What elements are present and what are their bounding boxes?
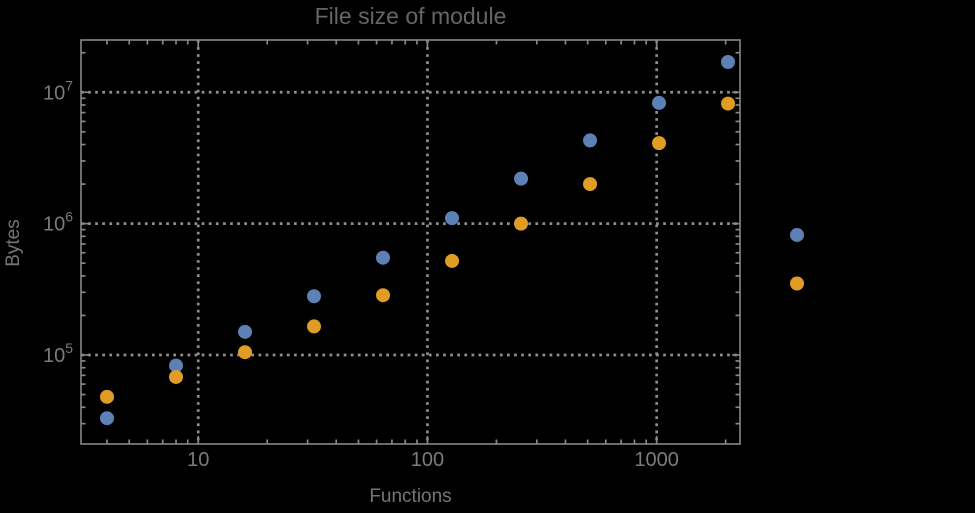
data-point-series-1-blue: [238, 324, 253, 339]
data-point-series-2-orange: [583, 177, 598, 192]
x-axis-label: Functions: [369, 486, 452, 507]
data-point-series-1-blue: [376, 250, 391, 265]
data-point-series-2-orange: [100, 389, 115, 404]
data-point-series-1-blue: [307, 289, 322, 304]
x-tick-label: 1000: [634, 449, 679, 471]
data-point-series-2-orange: [790, 276, 805, 291]
plot-frame: [80, 39, 741, 445]
data-point-series-2-orange: [238, 345, 253, 360]
x-tick-label: 10: [187, 449, 209, 471]
data-point-series-1-blue: [583, 133, 598, 148]
chart-title: File size of module: [314, 3, 507, 29]
y-tick-label: 107: [43, 77, 73, 104]
data-point-series-2-orange: [445, 253, 460, 268]
y-axis-label: Bytes: [3, 219, 24, 267]
y-tick-label: 106: [43, 209, 73, 236]
data-point-series-2-orange: [514, 216, 529, 231]
data-point-series-2-orange: [376, 288, 391, 303]
data-point-series-1-blue: [652, 95, 667, 110]
data-point-series-1-blue: [169, 358, 184, 373]
data-point-series-2-orange: [721, 96, 736, 111]
data-point-series-1-blue: [721, 55, 736, 70]
data-point-series-2-orange: [652, 136, 667, 151]
data-point-series-1-blue: [445, 211, 460, 226]
data-point-series-1-blue: [514, 171, 529, 186]
x-tick-label: 100: [411, 449, 444, 471]
data-point-series-2-orange: [169, 369, 184, 384]
y-tick-label: 105: [43, 340, 73, 367]
data-point-series-1-blue: [100, 411, 115, 426]
data-point-series-2-orange: [307, 319, 322, 334]
data-point-series-1-blue: [790, 227, 805, 242]
